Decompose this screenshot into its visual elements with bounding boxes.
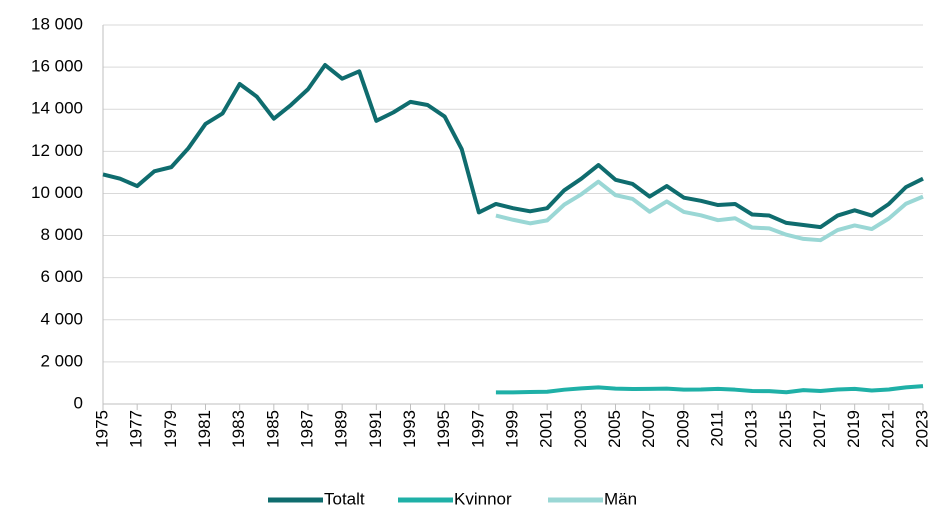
y-tick-label: 12 000 (31, 141, 83, 160)
x-tick-label: 1991 (366, 410, 385, 448)
legend-label: Män (604, 489, 637, 508)
y-tick-label: 14 000 (31, 99, 83, 118)
x-tick-label: 1979 (161, 410, 180, 448)
legend-label: Kvinnor (454, 489, 512, 508)
x-tick-label: 1977 (127, 410, 146, 448)
x-tick-label: 1981 (195, 410, 214, 448)
x-tick-label: 1975 (92, 410, 111, 448)
y-tick-label: 2 000 (40, 351, 83, 370)
x-tick-label: 2015 (776, 410, 795, 448)
y-tick-label: 8 000 (40, 225, 83, 244)
x-tick-label: 1993 (400, 410, 419, 448)
y-tick-label: 0 (74, 393, 83, 412)
y-tick-label: 4 000 (40, 309, 83, 328)
x-tick-label: 2017 (810, 410, 829, 448)
x-tick-label: 2021 (878, 410, 897, 448)
x-tick-label: 2001 (537, 410, 556, 448)
x-tick-label: 2009 (673, 410, 692, 448)
y-tick-label: 10 000 (31, 183, 83, 202)
x-tick-label: 1985 (263, 410, 282, 448)
y-tick-label: 16 000 (31, 57, 83, 76)
x-tick-label: 1995 (434, 410, 453, 448)
line-series (102, 63, 924, 230)
x-tick-label: 1989 (332, 410, 351, 448)
y-tick-label: 6 000 (40, 267, 83, 286)
x-tick-label: 2011 (707, 410, 726, 447)
y-tick-label: 18 000 (31, 14, 83, 33)
x-tick-label: 2019 (844, 410, 863, 448)
x-tick-label: 2007 (639, 410, 658, 448)
x-tick-label: 2013 (742, 410, 761, 448)
line-series (495, 179, 924, 243)
x-tick-label: 1999 (502, 410, 521, 448)
x-tick-label: 2005 (605, 410, 624, 448)
x-tick-label: 2023 (912, 410, 931, 448)
x-tick-label: 1987 (297, 410, 316, 448)
x-tick-label: 2003 (571, 410, 590, 448)
line-series (495, 384, 924, 395)
x-tick-label: 1983 (229, 410, 248, 448)
x-tick-label: 1997 (468, 410, 487, 448)
legend-label: Totalt (324, 489, 365, 508)
